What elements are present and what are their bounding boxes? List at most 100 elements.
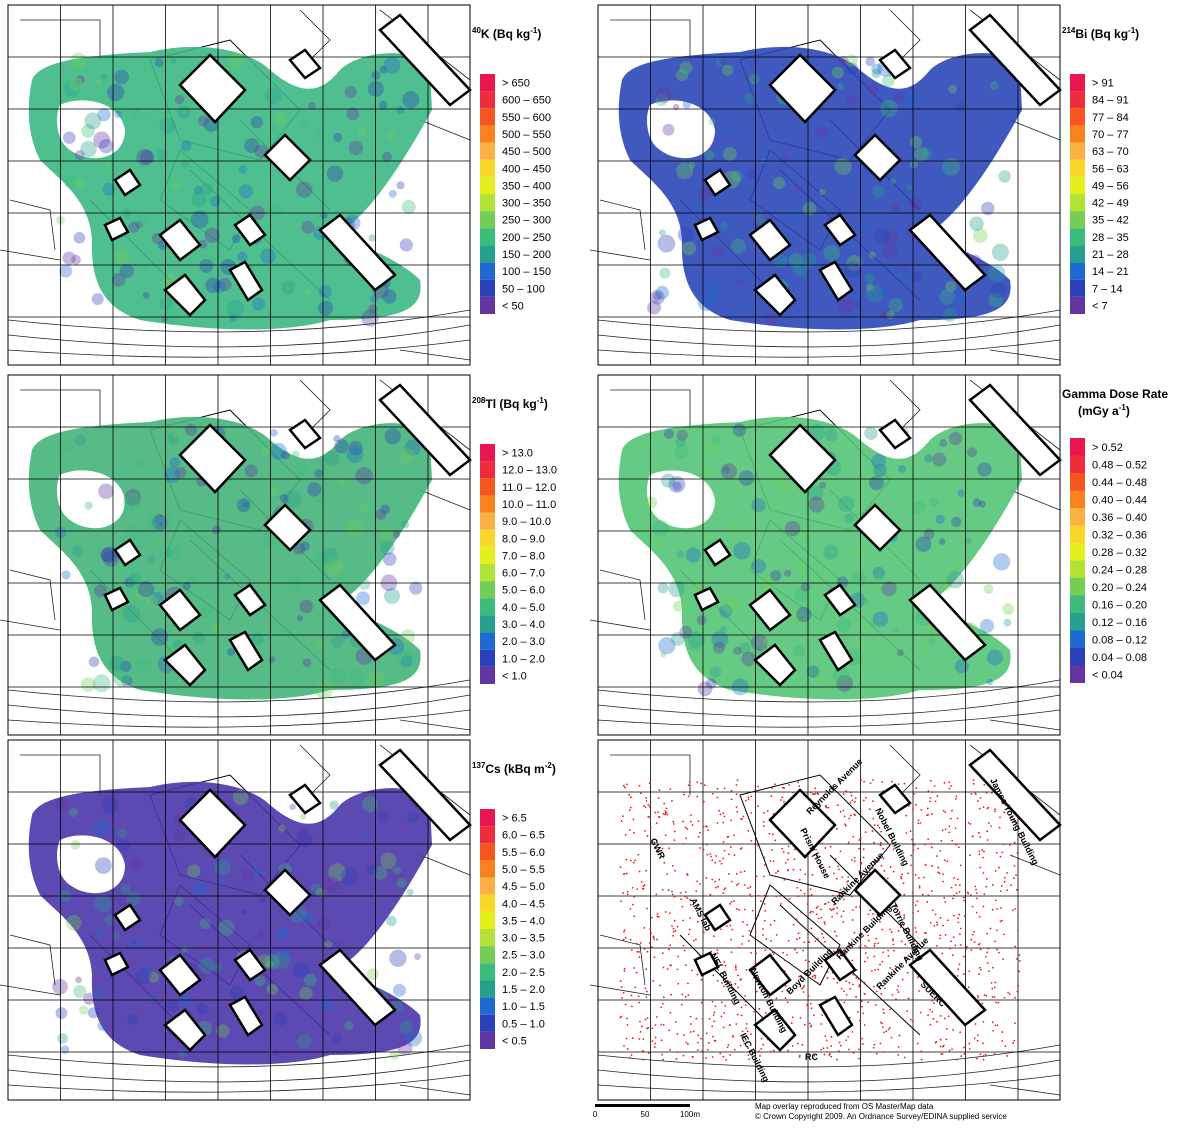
survey-point [712,1036,714,1038]
survey-point [677,983,679,985]
legend-swatch [1070,245,1085,262]
legend-swatch [480,177,495,194]
surface-patch [172,181,181,190]
survey-point [957,968,959,970]
survey-point [830,846,832,848]
legend-label: 4.0 – 4.5 [502,898,545,910]
surface-patch [939,538,945,544]
survey-point [839,1042,841,1044]
legend-label: 56 – 63 [1092,163,1129,175]
surface-patch [386,916,397,927]
survey-point [883,870,885,872]
surface-patch [405,1029,422,1046]
survey-point [820,909,822,911]
survey-point [816,907,818,909]
survey-point [995,1002,997,1004]
survey-point [833,978,835,980]
survey-point [915,804,917,806]
surface-patch [906,184,912,190]
surface-patch [138,581,154,597]
title-close: ) [537,27,541,41]
surface-patch [277,499,283,505]
survey-point [763,821,765,823]
survey-point [662,813,664,815]
survey-point [714,1040,716,1042]
surface-patch [69,78,83,92]
legend-swatch [480,564,495,581]
surface-patch [181,141,192,152]
survey-point [960,944,962,946]
survey-point [880,831,882,833]
legend-label: 600 – 650 [502,95,551,107]
survey-point [760,900,762,902]
survey-point [762,928,764,930]
surface-patch [658,637,675,654]
survey-point [1003,843,1005,845]
survey-point [736,806,738,808]
survey-point [1018,971,1020,973]
surface-patch [92,293,104,305]
legend-label: 5.5 – 6.0 [502,847,545,859]
surface-patch [929,497,939,507]
survey-point [866,947,868,949]
survey-point [992,1030,994,1032]
legend-swatch [1070,561,1085,579]
survey-point [762,934,764,936]
surface-patch [319,997,333,1011]
survey-point [877,943,879,945]
survey-point [860,779,862,781]
survey-point [880,842,882,844]
survey-point [991,792,993,794]
surface-patch [686,547,701,562]
surface-patch [301,221,314,234]
surface-patch [844,262,860,278]
surface-patch [368,304,377,313]
survey-point [742,1030,744,1032]
survey-point [849,988,851,990]
survey-point [780,799,782,801]
survey-point [858,1058,860,1060]
survey-point [968,970,970,972]
legend-swatch [1070,578,1085,596]
surface-patch [315,498,322,505]
survey-point [643,888,645,890]
survey-point [949,948,951,950]
survey-point [942,881,944,883]
surface-patch [744,93,755,104]
survey-point [706,826,708,828]
survey-point [838,1050,840,1052]
surface-patch [866,284,874,292]
survey-point [1010,884,1012,886]
survey-point [827,971,829,973]
survey-point [803,991,805,993]
survey-point [979,1053,981,1055]
survey-point [915,874,917,876]
survey-point [674,839,676,841]
survey-point [826,1047,828,1049]
survey-point [769,860,771,862]
survey-point [1012,909,1014,911]
title-close: ) [1126,404,1130,418]
survey-point [620,866,622,868]
survey-point [707,1049,709,1051]
survey-point [1017,929,1019,931]
survey-point [712,793,714,795]
survey-point [798,932,800,934]
survey-point [1013,877,1015,879]
survey-point [801,1044,803,1046]
surface-patch [358,126,368,136]
surface-patch [770,570,781,581]
legend-label: 1.0 – 2.0 [502,653,545,665]
survey-point [913,844,915,846]
surface-patch [378,811,390,823]
survey-point [879,827,881,829]
survey-point [942,829,944,831]
survey-point [830,1045,832,1047]
surface-patch [957,489,965,497]
survey-point [931,865,933,867]
survey-point [994,1053,996,1055]
surface-patch [823,544,838,559]
survey-point [786,954,788,956]
survey-point [770,1051,772,1053]
surface-patch [178,1050,186,1058]
